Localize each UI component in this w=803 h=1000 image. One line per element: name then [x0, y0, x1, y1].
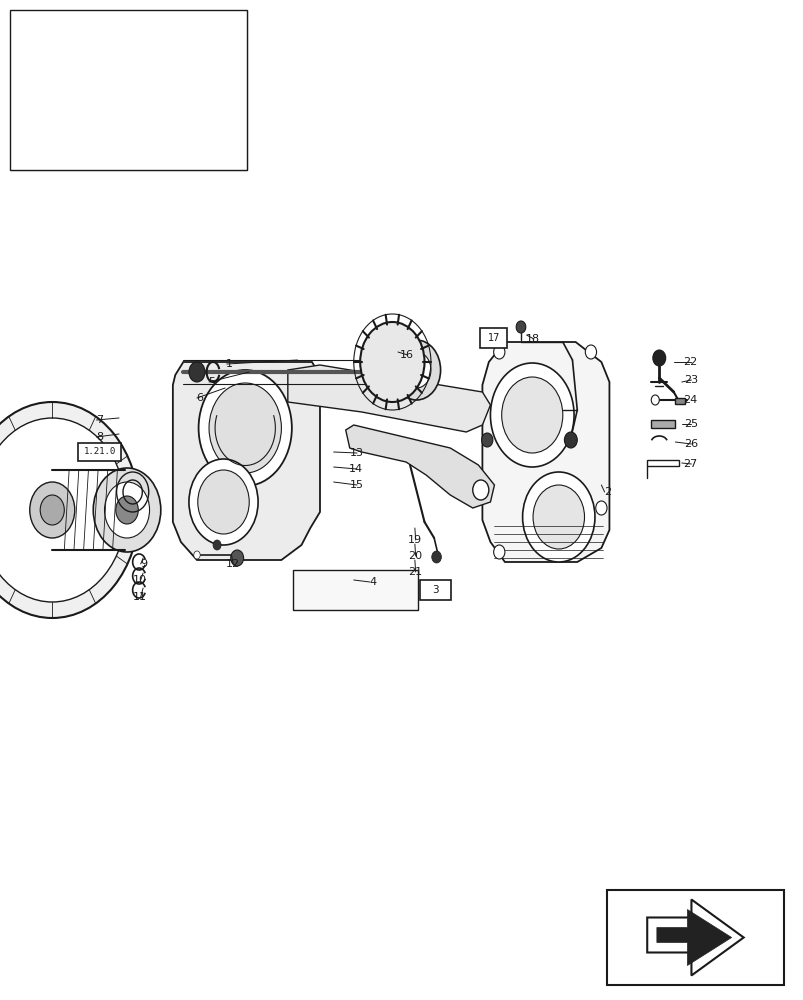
Bar: [675, 398, 684, 404]
Text: 1.21.0: 1.21.0: [84, 448, 116, 456]
Circle shape: [493, 545, 504, 559]
Circle shape: [0, 418, 126, 602]
Circle shape: [145, 67, 174, 103]
Circle shape: [40, 495, 64, 525]
Circle shape: [153, 77, 166, 93]
Text: 12: 12: [225, 559, 239, 569]
Circle shape: [402, 352, 430, 388]
Polygon shape: [67, 47, 116, 82]
Polygon shape: [287, 365, 490, 432]
Circle shape: [194, 551, 200, 559]
Bar: [78, 443, 121, 461]
Bar: [479, 328, 507, 348]
Circle shape: [564, 432, 577, 448]
Circle shape: [189, 362, 205, 382]
Text: 2: 2: [603, 487, 610, 497]
Circle shape: [516, 321, 525, 333]
Polygon shape: [79, 127, 120, 157]
Text: 5: 5: [208, 377, 215, 387]
Circle shape: [472, 480, 488, 500]
Circle shape: [585, 345, 596, 359]
Text: 15: 15: [349, 480, 363, 490]
Text: 17: 17: [487, 333, 499, 343]
Polygon shape: [345, 425, 494, 508]
Text: 20: 20: [407, 551, 422, 561]
Text: 26: 26: [683, 439, 697, 449]
Circle shape: [481, 433, 492, 447]
Circle shape: [230, 550, 243, 566]
Polygon shape: [656, 910, 731, 966]
Circle shape: [198, 470, 249, 534]
Text: 22: 22: [683, 357, 697, 367]
Circle shape: [104, 482, 149, 538]
Circle shape: [522, 472, 594, 562]
Text: 18: 18: [525, 334, 540, 344]
Circle shape: [501, 377, 562, 453]
Text: 19: 19: [407, 535, 422, 545]
Circle shape: [493, 345, 504, 359]
Circle shape: [652, 350, 665, 366]
Text: 10: 10: [133, 575, 147, 585]
Polygon shape: [650, 420, 675, 428]
Text: 1: 1: [226, 359, 233, 369]
Text: 9: 9: [140, 559, 147, 569]
Circle shape: [431, 551, 441, 563]
Text: 21: 21: [407, 567, 422, 577]
Text: 6: 6: [196, 393, 203, 403]
Circle shape: [116, 496, 138, 524]
Circle shape: [93, 468, 161, 552]
Polygon shape: [92, 17, 120, 37]
Circle shape: [360, 322, 424, 402]
Text: 7: 7: [96, 415, 103, 425]
Polygon shape: [293, 570, 418, 610]
Text: 24: 24: [683, 395, 697, 405]
Circle shape: [189, 459, 258, 545]
Circle shape: [209, 383, 281, 473]
Text: 3: 3: [432, 585, 438, 595]
Circle shape: [532, 485, 584, 549]
Polygon shape: [173, 362, 320, 560]
Polygon shape: [482, 342, 609, 562]
Text: 8: 8: [96, 432, 103, 442]
Polygon shape: [55, 37, 144, 127]
Circle shape: [650, 395, 658, 405]
Text: 4: 4: [369, 577, 376, 587]
Text: 16: 16: [400, 350, 414, 360]
Polygon shape: [144, 62, 176, 107]
Circle shape: [30, 482, 75, 538]
Circle shape: [0, 402, 139, 618]
Bar: [10, 10, 247, 170]
Circle shape: [392, 340, 440, 400]
Text: 13: 13: [349, 448, 363, 458]
Circle shape: [198, 370, 291, 486]
Text: 23: 23: [683, 375, 697, 385]
Text: 27: 27: [683, 459, 697, 469]
Circle shape: [213, 540, 221, 550]
Bar: [606, 890, 783, 985]
Text: 25: 25: [683, 419, 697, 429]
Circle shape: [490, 363, 573, 467]
Circle shape: [595, 501, 606, 515]
Bar: [420, 580, 450, 600]
Text: 14: 14: [349, 464, 363, 474]
Text: 11: 11: [133, 592, 147, 602]
